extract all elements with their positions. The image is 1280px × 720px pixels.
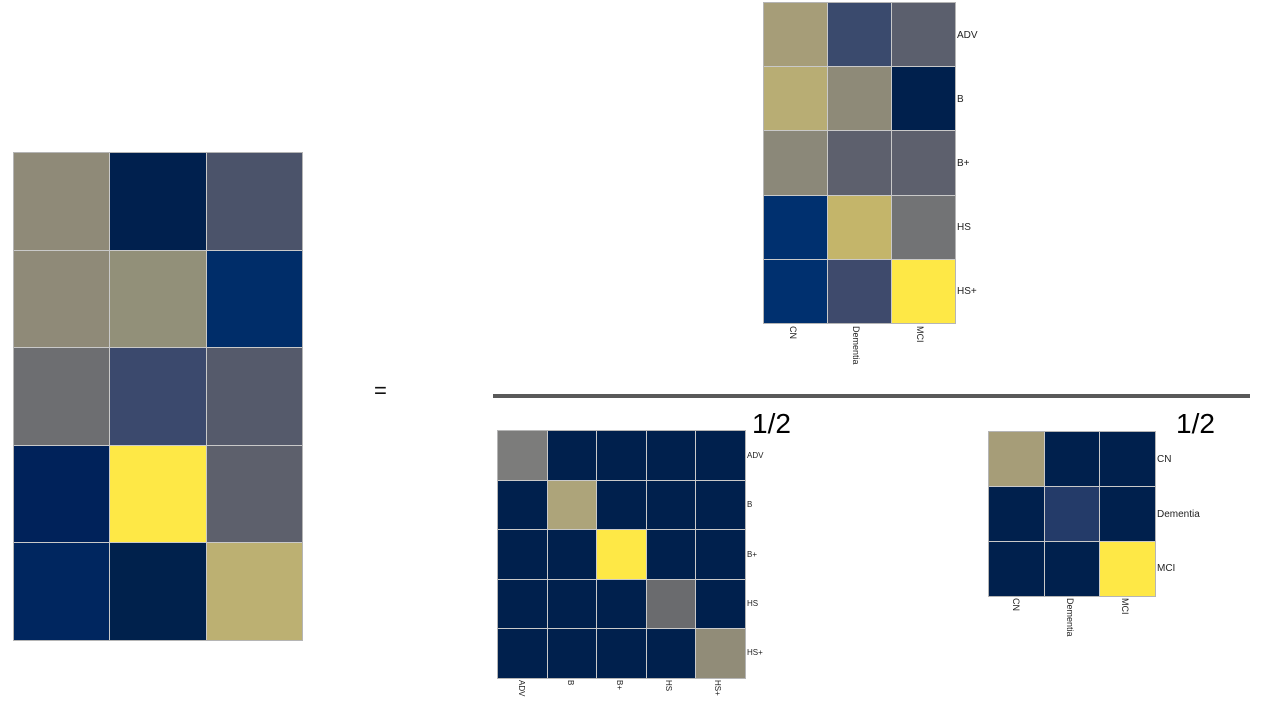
rb-cell-0-0 bbox=[989, 432, 1044, 486]
top-col-label-cn: CN bbox=[788, 326, 798, 339]
rb-row-label-cn: CN bbox=[1157, 454, 1172, 465]
result-cell-2-0 bbox=[14, 348, 110, 445]
result-cell-3-1 bbox=[110, 445, 206, 543]
lb-cell-0-2 bbox=[597, 431, 646, 480]
top-row-label-bplus: B+ bbox=[957, 158, 970, 169]
lb-cell-2-2 bbox=[597, 530, 646, 579]
half-label-left: 1/2 bbox=[752, 408, 791, 439]
rb-cell-1-2 bbox=[1100, 487, 1155, 541]
top-col-label-mci: MCI bbox=[915, 326, 925, 343]
lb-cell-2-4 bbox=[696, 530, 745, 579]
rb-col-label-cn: CN bbox=[1011, 598, 1021, 611]
top-cell-3-2 bbox=[892, 195, 955, 259]
result-cell-3-2 bbox=[206, 445, 302, 543]
result-cell-1-1 bbox=[110, 250, 206, 348]
rb-cell-2-2 bbox=[1100, 542, 1155, 596]
lb-row-label-hs: HS bbox=[747, 599, 759, 608]
top-cell-4-1 bbox=[828, 259, 891, 323]
fraction-bar bbox=[493, 394, 1250, 398]
top-cell-3-0 bbox=[764, 195, 827, 259]
half-label-right: 1/2 bbox=[1176, 408, 1215, 439]
lb-cell-4-4 bbox=[696, 629, 745, 678]
top-row-label-b: B bbox=[957, 94, 964, 105]
lb-cell-2-3 bbox=[646, 530, 696, 579]
top-cell-3-1 bbox=[828, 195, 891, 259]
result-cell-4-0 bbox=[14, 543, 110, 640]
top-cell-2-1 bbox=[828, 131, 891, 195]
top-cell-1-2 bbox=[892, 67, 955, 131]
lb-col-label-hs: HS bbox=[664, 680, 673, 692]
lb-cell-1-3 bbox=[646, 480, 696, 530]
top-row-label-hsplus: HS+ bbox=[957, 286, 977, 297]
top-cell-4-0 bbox=[764, 259, 827, 323]
lb-cell-0-0 bbox=[498, 431, 547, 480]
result-cell-2-1 bbox=[110, 348, 206, 445]
top-cell-1-1 bbox=[828, 67, 891, 131]
lb-col-label-bplus: B+ bbox=[615, 680, 624, 691]
lb-cell-1-4 bbox=[696, 480, 745, 530]
lb-cell-0-1 bbox=[547, 431, 597, 480]
lb-cell-4-3 bbox=[646, 629, 696, 678]
top-matrix bbox=[763, 2, 956, 324]
rb-cell-1-0 bbox=[989, 487, 1044, 541]
lb-cell-1-0 bbox=[498, 480, 547, 530]
rb-cell-0-2 bbox=[1100, 432, 1155, 486]
rb-cell-0-1 bbox=[1044, 432, 1100, 486]
lb-row-label-hsplus: HS+ bbox=[747, 648, 763, 657]
result-cell-1-0 bbox=[14, 250, 110, 348]
lb-cell-1-2 bbox=[597, 480, 646, 530]
lb-cell-3-4 bbox=[696, 579, 745, 629]
top-cell-2-2 bbox=[892, 131, 955, 195]
top-cell-4-2 bbox=[892, 259, 955, 323]
result-cell-3-0 bbox=[14, 445, 110, 543]
top-cell-1-0 bbox=[764, 67, 827, 131]
lb-cell-2-0 bbox=[498, 530, 547, 579]
lb-cell-0-4 bbox=[696, 431, 745, 480]
lb-cell-3-2 bbox=[597, 579, 646, 629]
right-bottom-matrix bbox=[988, 431, 1156, 597]
top-cell-2-0 bbox=[764, 131, 827, 195]
lb-cell-3-1 bbox=[547, 579, 597, 629]
lb-row-label-b: B bbox=[747, 500, 753, 509]
equals-sign: = bbox=[374, 378, 387, 403]
lb-cell-3-0 bbox=[498, 579, 547, 629]
result-cell-2-2 bbox=[206, 348, 302, 445]
rb-row-label-dementia: Dementia bbox=[1157, 509, 1200, 520]
lb-cell-4-2 bbox=[597, 629, 646, 678]
result-cell-4-1 bbox=[110, 543, 206, 640]
lb-cell-0-3 bbox=[646, 431, 696, 480]
lb-cell-1-1 bbox=[547, 480, 597, 530]
result-cell-0-1 bbox=[110, 153, 206, 250]
rb-cell-1-1 bbox=[1044, 487, 1100, 541]
lb-cell-2-1 bbox=[547, 530, 597, 579]
result-cell-0-0 bbox=[14, 153, 110, 250]
top-col-label-dementia: Dementia bbox=[851, 326, 861, 365]
lb-col-label-adv: ADV bbox=[517, 680, 526, 697]
top-row-label-adv: ADV bbox=[957, 30, 978, 41]
left-bottom-matrix bbox=[497, 430, 746, 679]
rb-cell-2-1 bbox=[1044, 542, 1100, 596]
top-cell-0-2 bbox=[892, 3, 955, 67]
top-cell-0-0 bbox=[764, 3, 827, 67]
top-cell-0-1 bbox=[828, 3, 891, 67]
rb-col-label-dementia: Dementia bbox=[1065, 598, 1075, 637]
lb-col-label-b: B bbox=[566, 680, 575, 686]
lb-col-label-hsplus: HS+ bbox=[713, 680, 722, 696]
lb-cell-3-3 bbox=[646, 579, 696, 629]
top-row-label-hs: HS bbox=[957, 222, 971, 233]
rb-col-label-mci: MCI bbox=[1120, 598, 1130, 615]
rb-cell-2-0 bbox=[989, 542, 1044, 596]
rb-row-label-mci: MCI bbox=[1157, 563, 1176, 574]
result-cell-0-2 bbox=[206, 153, 302, 250]
lb-cell-4-1 bbox=[547, 629, 597, 678]
result-cell-4-2 bbox=[206, 543, 302, 640]
lb-row-label-bplus: B+ bbox=[747, 550, 758, 559]
result-matrix bbox=[13, 152, 303, 641]
lb-cell-4-0 bbox=[498, 629, 547, 678]
result-cell-1-2 bbox=[206, 250, 302, 348]
lb-row-label-adv: ADV bbox=[747, 451, 764, 460]
